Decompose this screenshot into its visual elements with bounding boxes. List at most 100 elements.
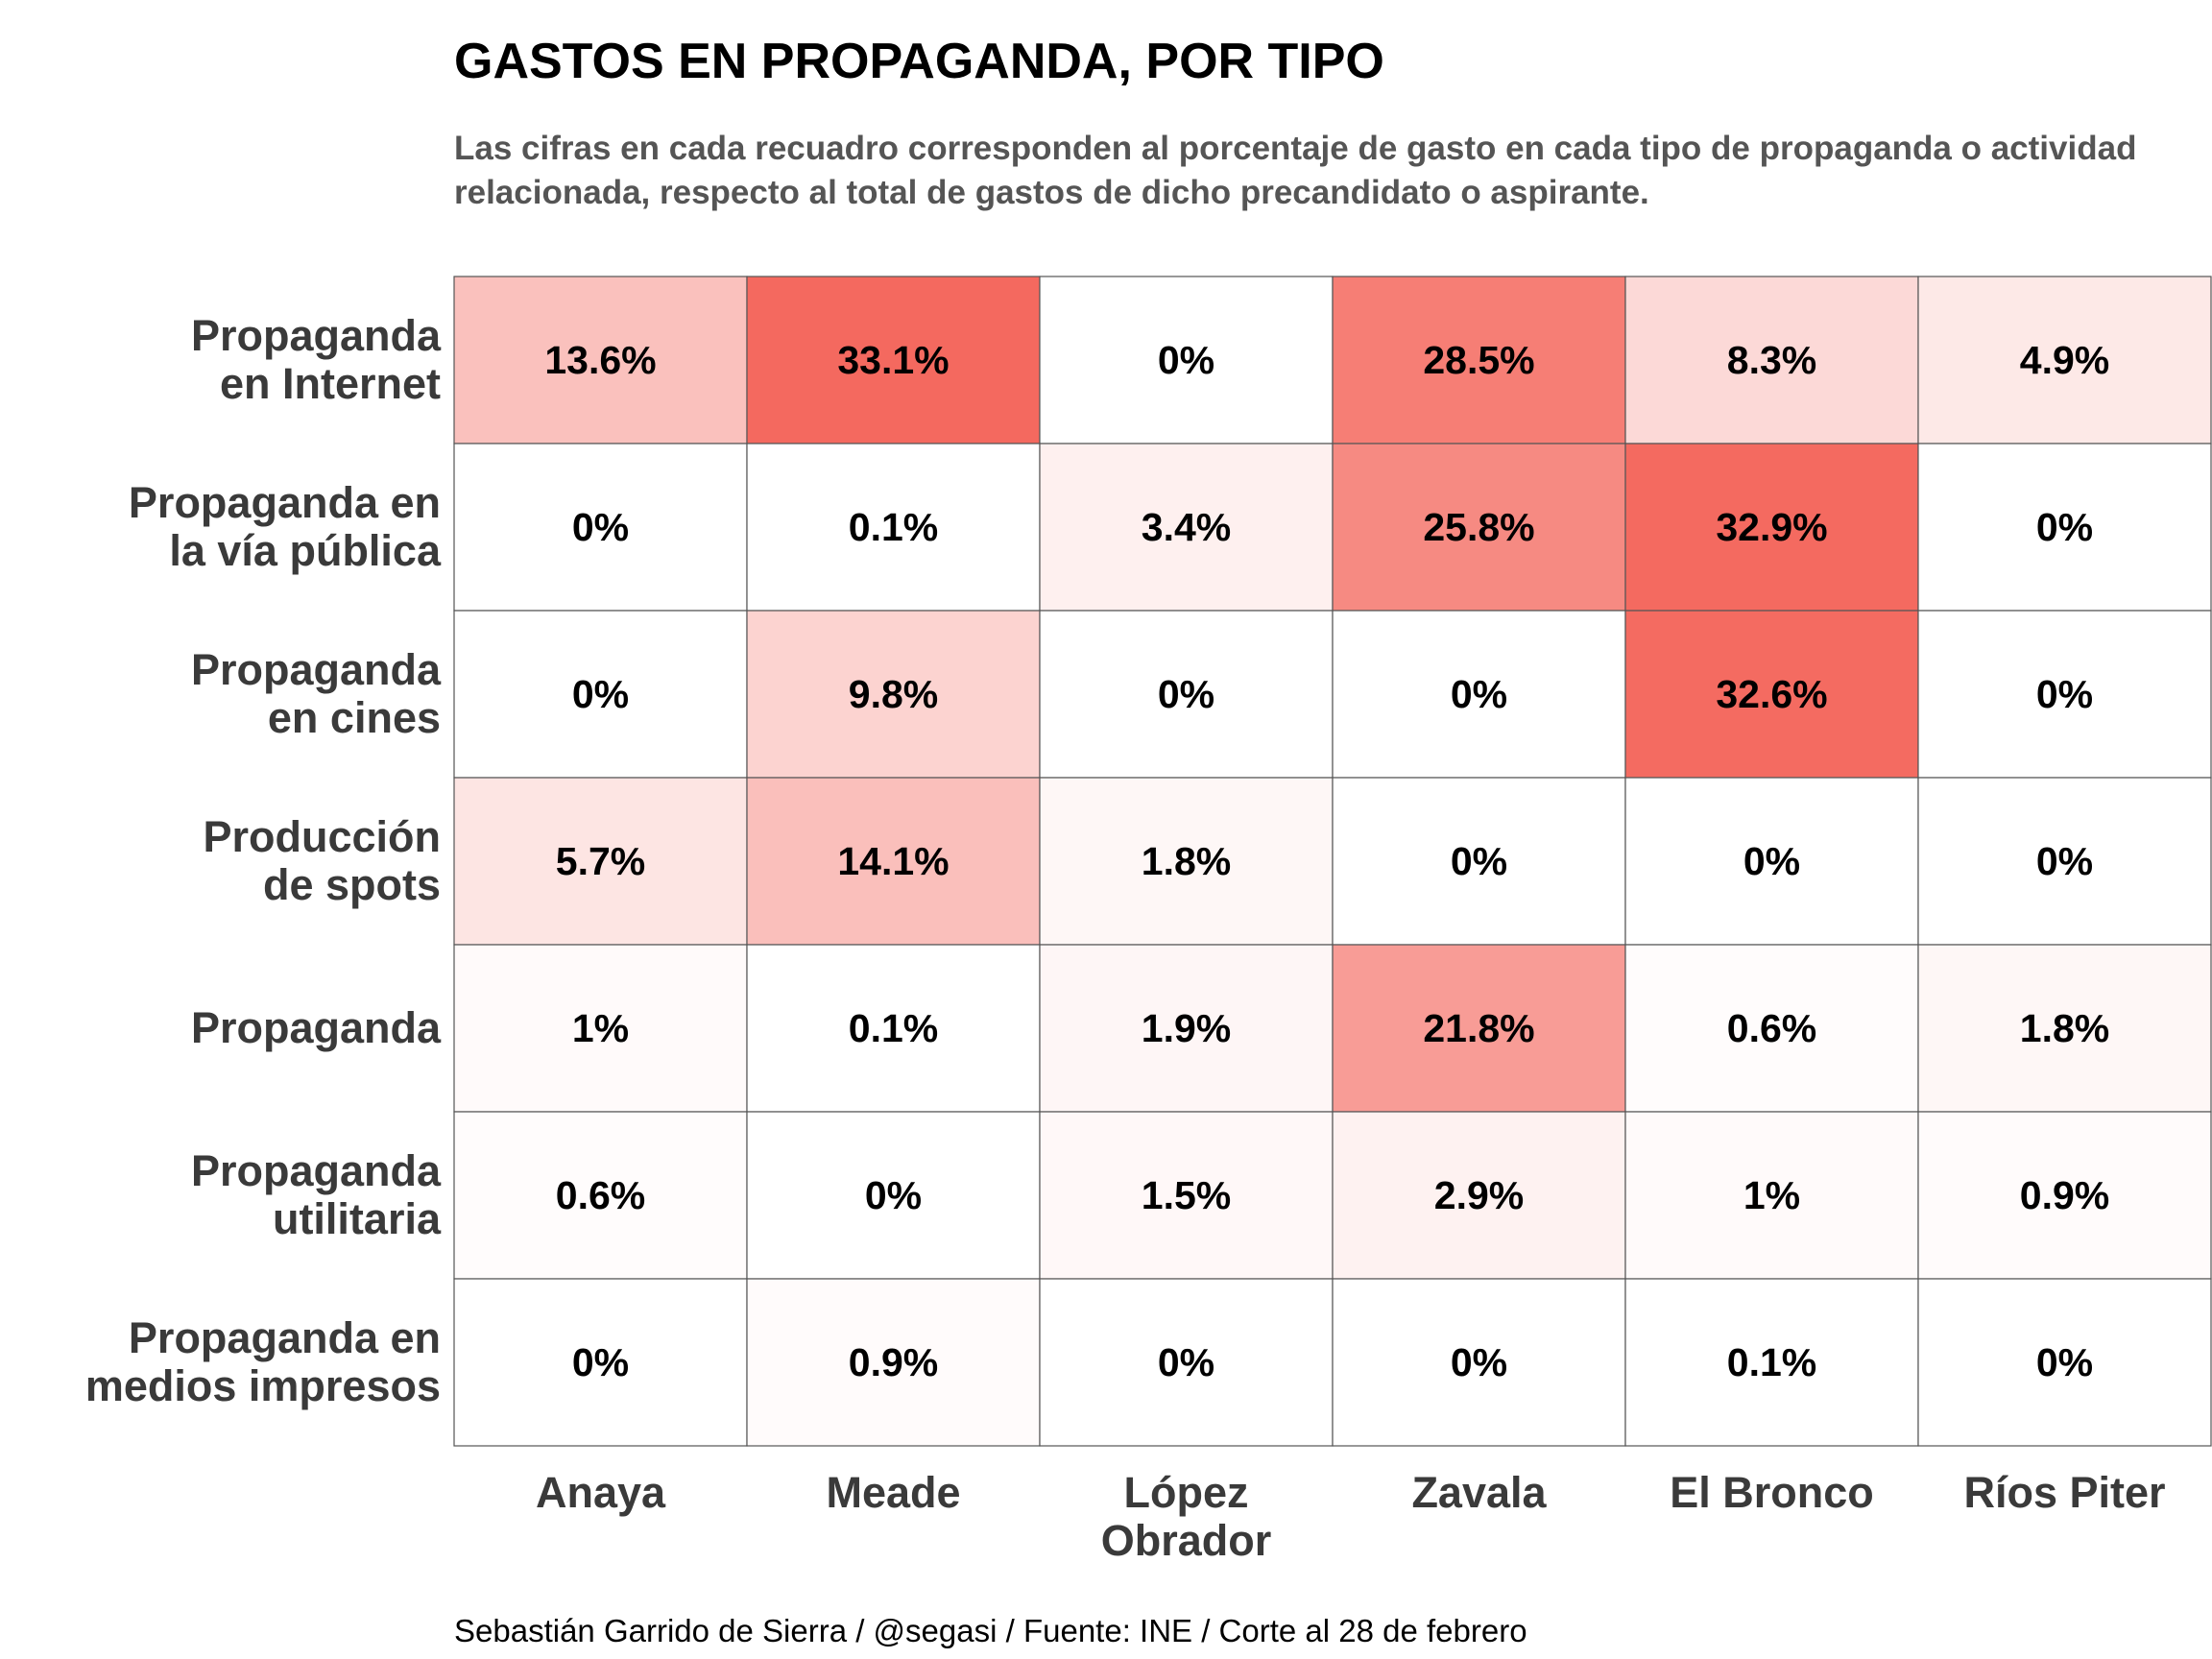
x-axis-label: Ríos Piter <box>1963 1468 2165 1517</box>
y-axis-label-line: de spots <box>263 860 441 909</box>
cell-value-label: 21.8% <box>1423 1006 1534 1050</box>
heatmap-cell <box>1624 610 1919 779</box>
y-axis-label-line: en cines <box>268 693 441 742</box>
cell-value-label: 1% <box>572 1006 629 1050</box>
cell-value-label: 0% <box>572 505 629 549</box>
heatmap-cell <box>1917 1278 2212 1447</box>
cell-value-label: 8.3% <box>1727 338 1816 382</box>
y-axis-label-line: Propaganda <box>191 645 442 694</box>
cell-value-label: 3.4% <box>1142 505 1231 549</box>
heatmap-cell <box>1624 1278 1919 1447</box>
x-axis-labels: Anaya Meade López Obrador Zavala El Bronco Río… <box>536 1468 2166 1565</box>
y-axis-label-line: Propaganda <box>191 311 442 360</box>
heatmap-cells <box>453 276 2212 1447</box>
cell-value-label: 28.5% <box>1423 338 1534 382</box>
heatmap-cell <box>746 944 1041 1113</box>
cell-value-label: 14.1% <box>837 839 949 883</box>
y-axis-label-line: Propaganda <box>191 1003 442 1052</box>
heatmap-cell <box>1039 610 1334 779</box>
cell-value-label: 0% <box>1743 839 1800 883</box>
cell-value-label: 0.9% <box>2020 1173 2109 1217</box>
y-axis-label: Propaganda utilitaria <box>191 1146 442 1243</box>
cell-value-label: 0% <box>1451 839 1507 883</box>
cell-value-label: 0.6% <box>556 1173 645 1217</box>
heatmap-cell <box>746 610 1041 779</box>
cell-value-label: 0.6% <box>1727 1006 1816 1050</box>
y-axis-label-line: Propaganda <box>191 1146 442 1195</box>
heatmap-cell <box>1332 777 1626 946</box>
heatmap-cell <box>1624 1111 1919 1280</box>
cell-value-label: 32.6% <box>1716 672 1827 716</box>
cell-value-label: 1.8% <box>1142 839 1231 883</box>
heatmap-cell <box>1332 610 1626 779</box>
heatmap-cell <box>453 777 748 946</box>
heatmap-cell <box>1624 443 1919 612</box>
x-axis-label-line: El Bronco <box>1670 1468 1874 1517</box>
y-axis-label: Propaganda en cines <box>191 645 442 742</box>
heatmap-cell <box>1332 1278 1626 1447</box>
x-axis-label: López Obrador <box>1101 1468 1272 1565</box>
heatmap-cell <box>1917 1111 2212 1280</box>
heatmap-cell <box>453 1278 748 1447</box>
heatmap-cell <box>1917 777 2212 946</box>
heatmap-cell <box>453 443 748 612</box>
cell-value-label: 2.9% <box>1434 1173 1524 1217</box>
cell-value-label: 9.8% <box>849 672 938 716</box>
cell-value-label: 1% <box>1743 1173 1800 1217</box>
y-axis-label-line: utilitaria <box>273 1194 442 1243</box>
heatmap-cell <box>1039 443 1334 612</box>
heatmap-cell <box>1917 276 2212 445</box>
x-axis-label-line: Ríos Piter <box>1963 1468 2165 1517</box>
heatmap-cell <box>746 443 1041 612</box>
cell-value-label: 0.1% <box>1727 1340 1816 1384</box>
x-axis-label: Meade <box>826 1468 960 1517</box>
x-axis-label-line: López <box>1124 1468 1249 1517</box>
cell-value-label: 25.8% <box>1423 505 1534 549</box>
heatmap-cell <box>1039 1278 1334 1447</box>
cell-value-label: 0% <box>1451 1340 1507 1384</box>
chart-subtitle: Las cifras en cada recuadro corresponden… <box>454 130 2137 211</box>
heatmap-cell <box>1917 443 2212 612</box>
cell-value-label: 0% <box>2036 672 2093 716</box>
cell-value-label: 0% <box>1158 338 1214 382</box>
heatmap-cell-labels: 13.6% 33.1% 0% 28.5% 8.3% 4.9% 0% 0.1% 3.4% 25.8%… <box>544 338 2109 1384</box>
heatmap-cell <box>1332 443 1626 612</box>
cell-value-label: 1.8% <box>2020 1006 2109 1050</box>
cell-value-label: 0% <box>2036 505 2093 549</box>
heatmap-cell <box>453 944 748 1113</box>
x-axis-label-line: Zavala <box>1411 1468 1547 1517</box>
x-axis-label-line: Obrador <box>1101 1516 1272 1565</box>
chart-caption: Sebastián Garrido de Sierra / @segasi / … <box>454 1613 1527 1648</box>
heatmap-cell <box>1332 944 1626 1113</box>
cell-value-label: 32.9% <box>1716 505 1827 549</box>
y-axis-label-line: en Internet <box>220 359 441 408</box>
heatmap-cell <box>1624 944 1919 1113</box>
cell-value-label: 1.9% <box>1142 1006 1231 1050</box>
heatmap-cell <box>1624 777 1919 946</box>
cell-value-label: 4.9% <box>2020 338 2109 382</box>
y-axis-label: Producción de spots <box>203 812 441 909</box>
heatmap-cell <box>1039 777 1334 946</box>
heatmap-cell <box>1332 1111 1626 1280</box>
heatmap-cell <box>746 1111 1041 1280</box>
cell-value-label: 0% <box>2036 1340 2093 1384</box>
heatmap-cell <box>453 1111 748 1280</box>
y-axis-label: Propaganda en medios impresos <box>85 1313 441 1410</box>
cell-value-label: 0% <box>2036 839 2093 883</box>
x-axis-label: Anaya <box>536 1468 666 1517</box>
heatmap-cell <box>746 1278 1041 1447</box>
cell-value-label: 0% <box>865 1173 922 1217</box>
cell-value-label: 0.9% <box>849 1340 938 1384</box>
cell-value-label: 33.1% <box>837 338 949 382</box>
cell-value-label: 0% <box>1158 1340 1214 1384</box>
cell-value-label: 0% <box>572 672 629 716</box>
y-axis-label-line: Producción <box>203 812 441 861</box>
y-axis-label-line: medios impresos <box>85 1361 441 1410</box>
chart-title: GASTOS EN PROPAGANDA, POR TIPO <box>454 34 1384 89</box>
cell-value-label: 0.1% <box>849 1006 938 1050</box>
heatmap-cell <box>746 276 1041 445</box>
x-axis-label-line: Anaya <box>536 1468 666 1517</box>
x-axis-label: Zavala <box>1411 1468 1547 1517</box>
